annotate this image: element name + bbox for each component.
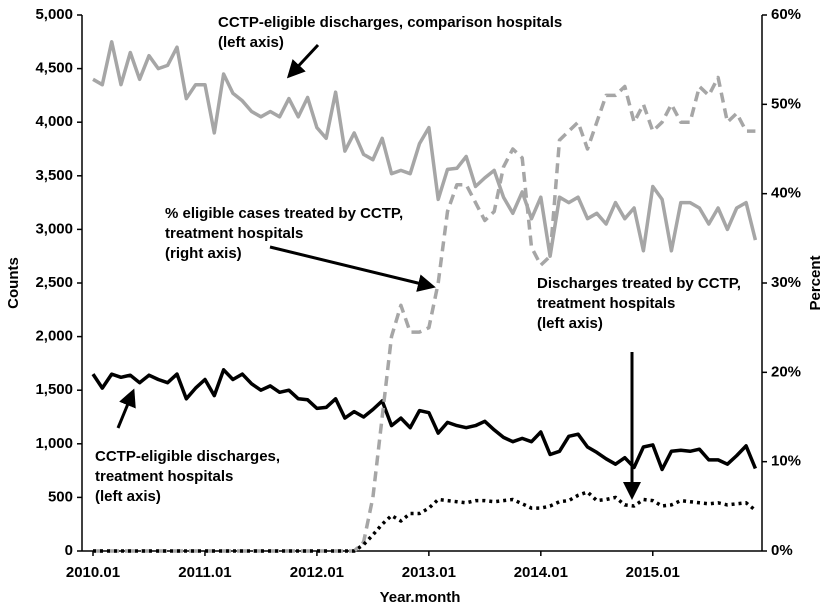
x-tick-label: 2015.01 bbox=[626, 564, 680, 581]
y-tick-label: 4,500 bbox=[35, 60, 73, 77]
y-tick-label: 2,000 bbox=[35, 328, 73, 345]
y2-tick-label: 30% bbox=[771, 274, 801, 291]
x-axis-title: Year.month bbox=[380, 589, 461, 606]
y2-tick-label: 0% bbox=[771, 542, 793, 559]
annotation: (left axis) bbox=[537, 315, 603, 332]
annotation: % eligible cases treated by CCTP, bbox=[165, 205, 403, 222]
y2-tick-label: 40% bbox=[771, 185, 801, 202]
series-line bbox=[93, 75, 756, 553]
y-tick-label: 3,500 bbox=[35, 167, 73, 184]
series-line bbox=[93, 490, 757, 553]
x-tick-label: 2013.01 bbox=[402, 564, 456, 581]
arrow bbox=[269, 245, 436, 292]
x-tick-label: 2011.01 bbox=[178, 564, 231, 581]
annotation: (right axis) bbox=[165, 245, 242, 262]
y2-tick-label: 60% bbox=[771, 6, 801, 23]
y-axis-title: Counts bbox=[5, 257, 22, 309]
y2-tick-label: 10% bbox=[771, 453, 801, 470]
x-tick-label: 2010.01 bbox=[66, 564, 120, 581]
y-tick-label: 1,000 bbox=[35, 435, 73, 452]
series-line bbox=[92, 40, 758, 258]
y2-tick-label: 50% bbox=[771, 95, 801, 112]
annotation: CCTP-eligible discharges, comparison hos… bbox=[218, 14, 562, 31]
y2-axis-title: Percent bbox=[807, 255, 824, 310]
annotation: treatment hospitals bbox=[165, 225, 303, 242]
y2-tick-label: 20% bbox=[771, 363, 801, 380]
y-tick-label: 3,000 bbox=[35, 220, 73, 237]
y-tick-label: 4,000 bbox=[35, 113, 73, 130]
annotation: (left axis) bbox=[95, 488, 161, 505]
arrow bbox=[116, 388, 136, 429]
y-tick-label: 1,500 bbox=[35, 381, 73, 398]
series-line bbox=[91, 368, 758, 472]
annotation: treatment hospitals bbox=[537, 295, 675, 312]
annotation: CCTP-eligible discharges, bbox=[95, 448, 280, 465]
annotation: (left axis) bbox=[218, 34, 284, 51]
y-tick-label: 5,000 bbox=[35, 6, 73, 23]
annotation: treatment hospitals bbox=[95, 468, 233, 485]
y-tick-label: 0 bbox=[65, 542, 73, 559]
x-tick-label: 2012.01 bbox=[290, 564, 344, 581]
x-tick-label: 2014.01 bbox=[514, 564, 568, 581]
arrow bbox=[286, 43, 320, 79]
y-tick-label: 500 bbox=[48, 488, 73, 505]
annotation: Discharges treated by CCTP, bbox=[537, 275, 741, 292]
y-tick-label: 2,500 bbox=[35, 274, 73, 291]
